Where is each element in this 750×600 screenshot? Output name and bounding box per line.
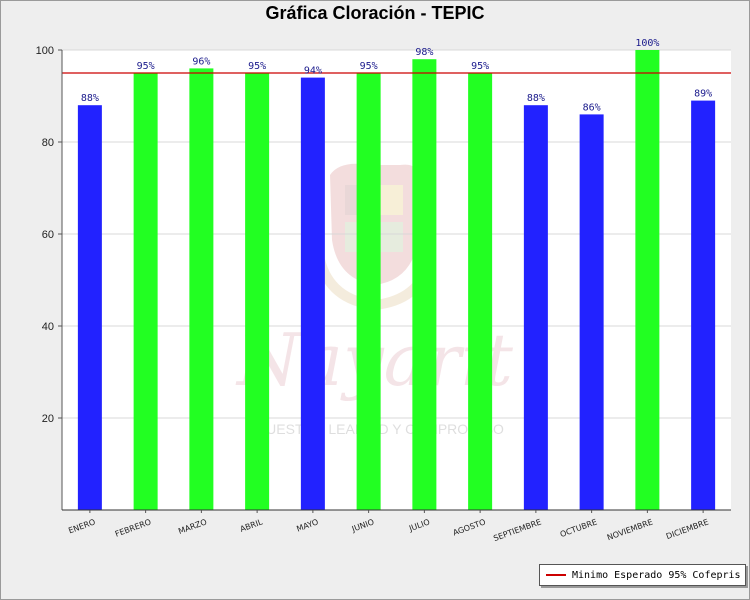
- bar-junio: [356, 73, 381, 510]
- chart-title: Gráfica Cloración - TEPIC: [265, 3, 485, 23]
- legend: Minimo Esperado 95% Cofepris: [539, 564, 746, 586]
- x-tick-labels: ENERO FEBRERO MARZO ABRIL MAYO JUNIO JULIO AGOS…: [67, 517, 710, 543]
- x-tick-label: FEBRERO: [114, 517, 152, 538]
- x-tick-label: MARZO: [177, 517, 208, 536]
- axes: [58, 49, 731, 513]
- legend-swatch-reference-line: [546, 574, 566, 576]
- y-tick-label: 60: [42, 229, 54, 241]
- value-label: 100%: [635, 38, 659, 49]
- y-tick-label: 20: [42, 413, 54, 425]
- value-label: 94%: [304, 66, 322, 77]
- x-tick-label: ENERO: [67, 517, 96, 535]
- x-tick-label: JULIO: [407, 517, 431, 533]
- y-tick-label: 80: [42, 137, 54, 149]
- bar-marzo: [189, 68, 214, 511]
- plot-area: [62, 50, 731, 510]
- value-label: 88%: [81, 93, 99, 104]
- value-label: 88%: [527, 93, 545, 104]
- value-labels: 88% 95% 96% 95% 94% 95% 98% 95% 88% 86% 100% 89%: [81, 38, 712, 113]
- x-tick-label: MAYO: [295, 517, 319, 533]
- value-label: 95%: [137, 61, 155, 72]
- x-tick-label: OCTUBRE: [559, 517, 598, 539]
- grid: [62, 49, 731, 419]
- crest-quarter: [378, 185, 403, 215]
- x-tick-label: JUNIO: [350, 517, 375, 534]
- bar-octubre: [579, 114, 604, 511]
- bar-abril: [245, 73, 270, 510]
- bar-julio: [412, 59, 437, 510]
- y-tick-labels: 20 40 60 80 100: [36, 45, 54, 425]
- x-tick-label: NOVIEMBRE: [606, 517, 654, 542]
- value-label: 95%: [248, 61, 266, 72]
- value-label: 86%: [583, 102, 601, 113]
- bar-enero: [77, 105, 102, 510]
- x-tick-label: AGOSTO: [452, 517, 487, 537]
- plot-background: [62, 50, 731, 510]
- bar-septiembre: [523, 105, 548, 510]
- value-label: 89%: [694, 89, 712, 100]
- y-tick-label: 40: [42, 321, 54, 333]
- bar-diciembre: [691, 100, 716, 510]
- bars: [77, 50, 716, 511]
- x-tick-label: SEPTIEMBRE: [492, 517, 542, 543]
- bar-noviembre: [635, 50, 660, 510]
- bar-agosto: [468, 73, 493, 510]
- value-label: 98%: [415, 47, 433, 58]
- value-label: 95%: [360, 61, 378, 72]
- legend-label: Minimo Esperado 95% Cofepris: [572, 569, 741, 581]
- x-tick-label: ABRIL: [239, 517, 265, 534]
- x-tick-label: DICIEMBRE: [665, 517, 710, 541]
- y-tick-label: 100: [36, 45, 54, 57]
- bar-mayo: [300, 77, 325, 510]
- bar-febrero: [133, 73, 158, 510]
- value-label: 95%: [471, 61, 489, 72]
- value-label: 96%: [192, 56, 210, 67]
